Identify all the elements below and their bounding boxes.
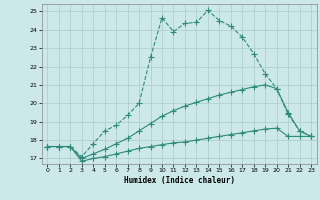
X-axis label: Humidex (Indice chaleur): Humidex (Indice chaleur) xyxy=(124,176,235,185)
